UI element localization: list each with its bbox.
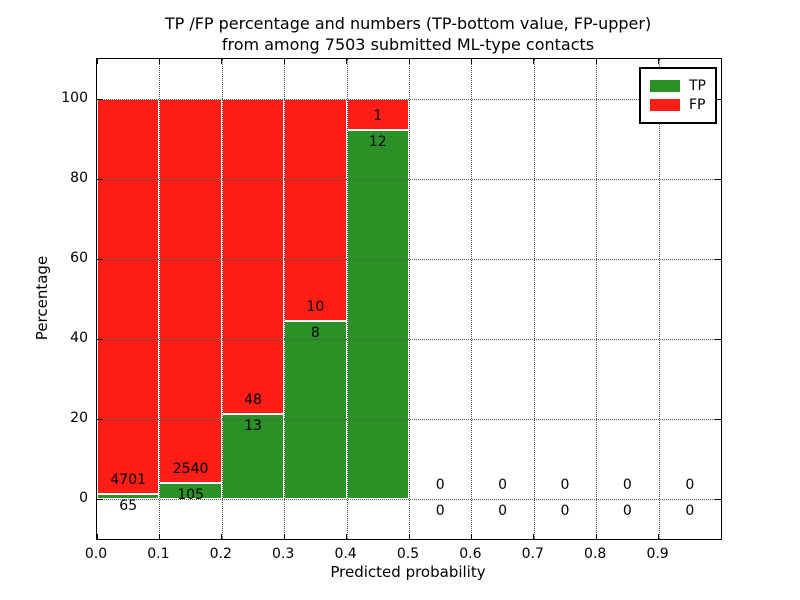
tp-count-label: 0 xyxy=(560,503,570,519)
grid-line-v xyxy=(658,59,660,539)
y-tick-label: 0 xyxy=(79,490,88,506)
tp-count-label: 8 xyxy=(310,325,320,342)
x-tick-label: 0.3 xyxy=(272,546,295,562)
x-tick-label: 0.9 xyxy=(646,546,669,562)
x-tick-mark xyxy=(96,59,98,64)
y-tick-mark xyxy=(97,178,103,180)
grid-line-v xyxy=(409,59,410,539)
y-tick-mark xyxy=(715,498,721,500)
x-tick-mark xyxy=(533,534,535,539)
x-tick-mark xyxy=(221,534,223,539)
x-tick-mark xyxy=(158,534,160,539)
x-tick-mark xyxy=(533,59,535,64)
y-tick-label: 60 xyxy=(70,250,88,266)
y-tick-label: 100 xyxy=(61,90,88,106)
tp-count-label: 105 xyxy=(177,487,204,504)
tp-count-label: 12 xyxy=(368,133,387,150)
grid-layer xyxy=(97,59,721,539)
fp-count-label: 0 xyxy=(435,477,445,493)
x-tick-label: 0.6 xyxy=(459,546,482,562)
fp-count-label: 0 xyxy=(498,477,508,493)
fp-count-label: 48 xyxy=(244,391,262,408)
y-tick-mark xyxy=(715,178,721,180)
tp-count-label: 65 xyxy=(119,497,138,514)
x-tick-label: 0.1 xyxy=(147,546,170,562)
x-tick-mark xyxy=(470,59,472,64)
x-axis-label: Predicted probability xyxy=(330,563,486,581)
x-tick-mark xyxy=(658,534,660,539)
grid-line-v xyxy=(221,59,223,539)
grid-line-v xyxy=(596,59,598,539)
x-tick-mark xyxy=(408,534,410,539)
x-tick-mark xyxy=(346,59,348,64)
grid-line-v xyxy=(346,59,348,539)
x-tick-mark xyxy=(658,59,660,64)
chart-title-line2: from among 7503 submitted ML-type contac… xyxy=(221,35,595,54)
y-tick-mark xyxy=(715,98,721,100)
labels-layer: 4701 65 2540 105 48 13 10 8 1 12 0 0 0 0 0 0 0 0 0 0 xyxy=(97,59,721,539)
y-tick-label: 80 xyxy=(70,170,88,186)
bar-segment-fp xyxy=(97,99,160,494)
legend-entry-tp: TP xyxy=(650,78,706,94)
chart-title-line1: TP /FP percentage and numbers (TP-bottom… xyxy=(164,14,652,33)
x-tick-label: 0.8 xyxy=(584,546,607,562)
bar-segment-tp xyxy=(97,493,160,499)
x-tick-mark xyxy=(96,534,98,539)
y-tick-mark xyxy=(97,338,103,340)
plot-area: 4701 65 2540 105 48 13 10 8 1 12 0 0 0 0 0 0 0 0 0 0 TP FP xyxy=(96,58,722,540)
tp-count-label: 0 xyxy=(435,503,445,519)
tp-count-label: 0 xyxy=(685,503,695,519)
grid-line-v xyxy=(533,59,535,539)
tp-count-label: 13 xyxy=(244,417,262,434)
x-tick-mark xyxy=(595,534,597,539)
x-tick-label: 0.0 xyxy=(84,546,108,562)
bars-layer xyxy=(97,59,721,539)
legend-label-fp: FP xyxy=(689,97,706,113)
grid-line-v xyxy=(159,59,161,539)
grid-line-v xyxy=(471,59,473,539)
legend: TP FP xyxy=(639,67,717,124)
legend-entry-fp: FP xyxy=(650,97,706,113)
y-tick-label: 40 xyxy=(70,330,88,346)
x-tick-mark xyxy=(283,534,285,539)
tp-color-swatch xyxy=(650,80,680,92)
fp-count-label: 0 xyxy=(560,477,570,493)
tp-count-label: 0 xyxy=(622,503,632,519)
x-tick-mark xyxy=(470,534,472,539)
x-tick-label: 0.5 xyxy=(396,546,420,562)
y-tick-mark xyxy=(97,498,103,500)
tp-count-label: 0 xyxy=(498,503,508,519)
x-tick-mark xyxy=(158,59,160,64)
y-tick-mark xyxy=(97,418,103,420)
fp-count-label: 0 xyxy=(685,477,695,493)
legend-label-tp: TP xyxy=(689,78,706,94)
fp-count-label: 4701 xyxy=(110,471,147,488)
fp-count-label: 2540 xyxy=(172,461,209,478)
grid-line-v xyxy=(284,59,286,539)
bar-segment-fp xyxy=(346,99,409,130)
chart-title: TP /FP percentage and numbers (TP-bottom… xyxy=(96,13,720,55)
x-tick-mark xyxy=(346,534,348,539)
x-tick-mark xyxy=(221,59,223,64)
y-tick-mark xyxy=(97,258,103,260)
y-tick-mark xyxy=(715,338,721,340)
fp-color-swatch xyxy=(650,99,680,111)
y-tick-mark xyxy=(715,258,721,260)
x-tick-label: 0.2 xyxy=(209,546,232,562)
y-axis-label: Percentage xyxy=(33,255,51,341)
fp-count-label: 10 xyxy=(306,299,325,316)
x-tick-mark xyxy=(408,59,410,64)
fp-count-label: 1 xyxy=(373,107,383,124)
y-tick-mark xyxy=(715,418,721,420)
fp-count-label: 0 xyxy=(622,477,632,493)
x-tick-label: 0.7 xyxy=(521,546,544,562)
x-tick-mark xyxy=(595,59,597,64)
x-tick-label: 0.4 xyxy=(334,546,357,562)
y-tick-label: 20 xyxy=(70,410,88,426)
x-tick-mark xyxy=(283,59,285,64)
y-tick-mark xyxy=(97,98,103,100)
ticks-layer xyxy=(96,59,721,539)
